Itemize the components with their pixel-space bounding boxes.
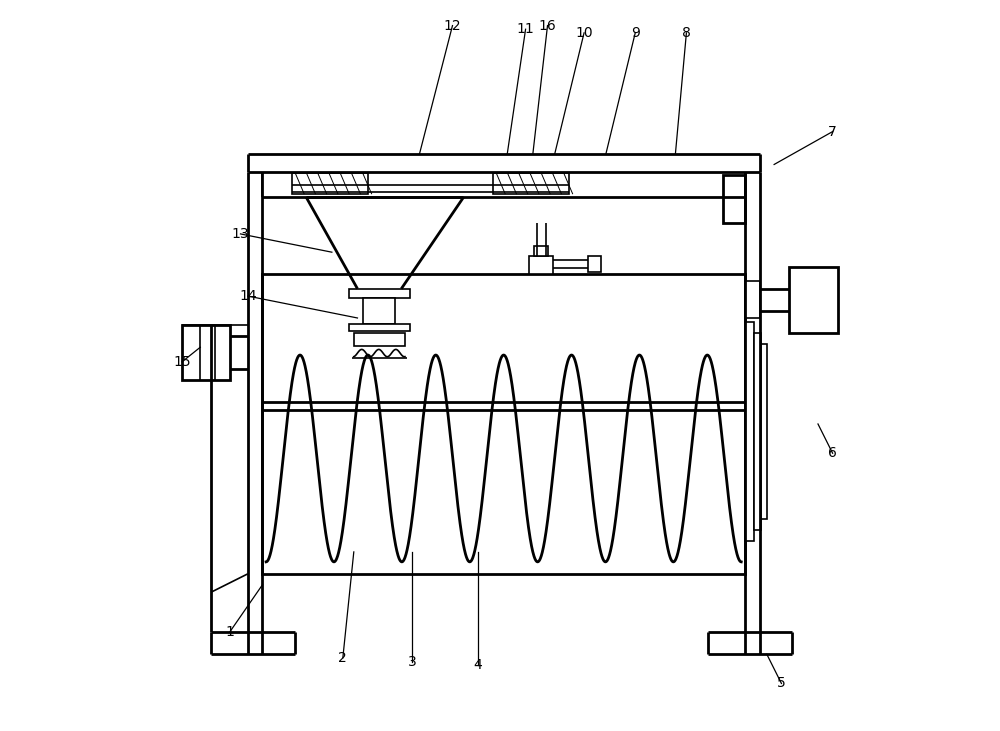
Bar xyxy=(529,256,553,274)
Text: 4: 4 xyxy=(474,658,482,673)
Text: 13: 13 xyxy=(232,227,249,241)
Text: 8: 8 xyxy=(682,26,691,40)
Bar xyxy=(292,173,368,194)
Bar xyxy=(745,281,760,318)
Text: 9: 9 xyxy=(631,26,640,40)
Text: 15: 15 xyxy=(173,355,191,369)
Bar xyxy=(363,298,395,324)
Text: 7: 7 xyxy=(828,124,837,139)
Bar xyxy=(723,175,745,223)
Text: 2: 2 xyxy=(338,651,347,665)
Bar xyxy=(588,256,601,272)
Bar xyxy=(354,333,405,346)
Bar xyxy=(745,322,754,541)
Bar xyxy=(349,289,410,298)
Bar xyxy=(534,246,548,256)
Text: 5: 5 xyxy=(777,676,786,691)
Text: 16: 16 xyxy=(539,18,556,33)
Text: 14: 14 xyxy=(239,289,257,303)
Text: 12: 12 xyxy=(444,18,461,33)
Text: 10: 10 xyxy=(575,26,593,40)
Bar xyxy=(789,267,838,333)
Bar xyxy=(262,274,745,574)
Text: 3: 3 xyxy=(408,654,417,669)
Text: 11: 11 xyxy=(517,22,534,37)
Bar xyxy=(761,344,767,519)
Bar xyxy=(754,333,761,530)
Bar xyxy=(182,325,230,380)
Bar xyxy=(349,324,410,331)
Bar xyxy=(493,173,569,194)
Text: 1: 1 xyxy=(225,625,234,640)
Text: 6: 6 xyxy=(828,446,837,461)
